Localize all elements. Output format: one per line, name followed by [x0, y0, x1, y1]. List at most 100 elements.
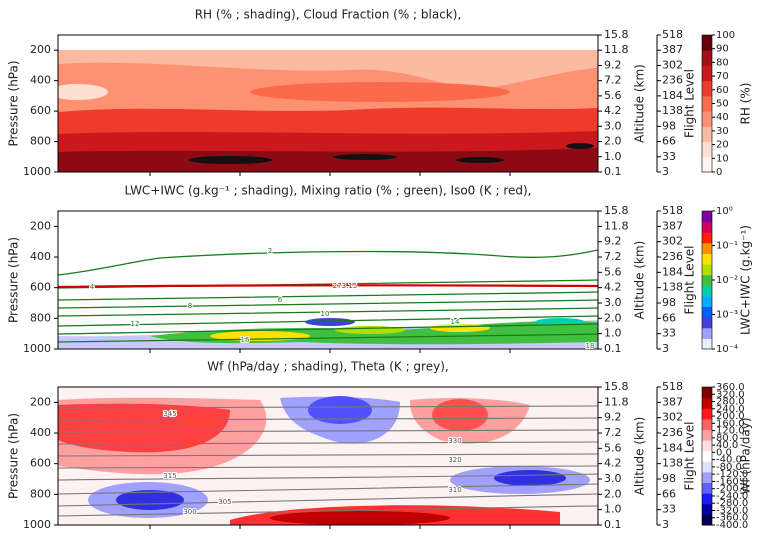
lwc-shading — [58, 211, 598, 349]
contour-label: 2 — [268, 247, 272, 255]
y3-tick-label: 518 — [662, 380, 683, 393]
y2-tick-label: 15.8 — [604, 204, 629, 217]
y2-tick-label: 5.6 — [604, 265, 622, 278]
y3-tick-label: 387 — [662, 43, 683, 56]
contour-label: 14 — [451, 318, 460, 326]
colorbar-tick-label: 10⁻² — [716, 275, 738, 286]
colorbar-swatch — [702, 221, 712, 233]
y3-tick-label: 387 — [662, 395, 683, 408]
colorbar-tick-label: 360.0 — [716, 382, 745, 393]
contour-label: 345 — [163, 410, 176, 418]
colorbar-swatch — [702, 111, 712, 127]
y3-tick-label: 138 — [662, 281, 683, 294]
y3-tick-label: 3 — [662, 518, 669, 531]
colorbar-swatch — [702, 317, 712, 329]
y3-axis-label: Flight Level — [683, 69, 697, 138]
plot-frame — [57, 210, 599, 350]
rh-shading — [58, 50, 598, 172]
y2-tick-label: 1.0 — [604, 150, 622, 163]
y3-axis-label: Flight Level — [683, 246, 697, 315]
y3-tick-label: 302 — [662, 235, 683, 248]
contour-label: 273.15 — [333, 282, 358, 290]
colorbar-swatch — [702, 295, 712, 308]
colorbar-swatch — [702, 50, 712, 66]
y3-tick-label: 184 — [662, 89, 683, 102]
y-tick-label: 600 — [30, 457, 51, 470]
y-tick-label: 400 — [30, 426, 51, 439]
y2-tick-label: 7.2 — [604, 426, 622, 439]
y3-tick-label: 518 — [662, 28, 683, 41]
y3-tick-label: 138 — [662, 104, 683, 117]
colorbar-label: RH (%) — [739, 83, 753, 125]
y2-tick-label: 9.2 — [604, 58, 622, 71]
contour-label: 10 — [321, 310, 330, 318]
y2-tick-label: 11.8 — [604, 395, 629, 408]
contour-label: 12 — [131, 320, 140, 328]
colorbar-tick-label: 80.0 — [716, 433, 738, 444]
contour-label: 4 — [90, 283, 95, 291]
colorbar-swatch — [702, 35, 712, 51]
y3-axis-label: Flight Level — [683, 422, 697, 491]
y3-tick-label: 98 — [662, 296, 676, 309]
y2-tick-label: 5.6 — [604, 89, 622, 102]
colorbar-tick-label: -360.0 — [716, 513, 748, 524]
colorbar-swatch — [702, 503, 712, 515]
colorbar-swatch — [702, 408, 712, 420]
contour-label: 320 — [448, 456, 461, 464]
colorbar-swatch — [702, 306, 712, 318]
contour-label: 305 — [218, 498, 231, 506]
colorbar-swatch — [702, 253, 712, 265]
y3-tick-label: 184 — [662, 441, 683, 454]
colorbar-tick-label: -240.0 — [716, 491, 748, 502]
colorbar-tick-label: -320.0 — [716, 505, 748, 516]
y-tick-label: 200 — [30, 43, 51, 56]
y2-tick-label: 4.2 — [604, 104, 622, 117]
colorbar-tick-label: 280.0 — [716, 397, 745, 408]
plot-frame — [57, 386, 599, 526]
colorbar-swatch — [702, 141, 712, 158]
y-tick-label: 400 — [30, 250, 51, 263]
y3-tick-label: 98 — [662, 472, 676, 485]
y-tick-label: 800 — [30, 487, 51, 500]
colorbar-swatch — [702, 397, 712, 409]
contour-label: 8 — [188, 302, 192, 310]
colorbar-tick-label: 120.0 — [716, 426, 745, 437]
colorbar-swatch — [702, 211, 712, 223]
colorbar-tick-label: -160.0 — [716, 476, 748, 487]
colorbar-tick-label: -120.0 — [716, 469, 748, 480]
colorbar-tick-label: 10⁻⁴ — [716, 344, 738, 355]
contour-label: 6 — [278, 296, 283, 304]
y2-tick-label: 7.2 — [604, 74, 622, 87]
colorbar-tick-label: 10⁻³ — [716, 310, 738, 321]
panel-title: Wf (hPa/day ; shading), Theta (K ; grey)… — [207, 360, 448, 374]
y3-tick-label: 236 — [662, 250, 683, 263]
colorbar-tick-label: 20 — [716, 140, 729, 151]
colorbar-tick-label: 70 — [716, 71, 729, 82]
y2-tick-label: 1.0 — [604, 327, 622, 340]
y3-tick-label: 387 — [662, 219, 683, 232]
y-tick-label: 200 — [30, 395, 51, 408]
colorbar-swatch — [702, 156, 712, 173]
y3-tick-label: 302 — [662, 58, 683, 71]
colorbar-swatch — [702, 338, 712, 350]
y3-tick-label: 66 — [662, 311, 676, 324]
colorbar-tick-label: -400.0 — [716, 520, 748, 531]
colorbar-swatch — [702, 242, 712, 254]
y-tick-label: 600 — [30, 281, 51, 294]
y2-axis-label: Altitude (km) — [633, 64, 647, 143]
y3-tick-label: 184 — [662, 265, 683, 278]
contour-label: 315 — [163, 472, 176, 480]
y2-tick-label: 15.8 — [604, 28, 629, 41]
y2-tick-label: 4.2 — [604, 457, 622, 470]
y3-tick-label: 236 — [662, 426, 683, 439]
y2-tick-label: 15.8 — [604, 380, 629, 393]
colorbar-tick-label: -80.0 — [716, 462, 742, 473]
y2-tick-label: 0.1 — [604, 342, 622, 355]
colorbar-tick-label: 30 — [716, 126, 729, 137]
colorbar-swatch — [702, 493, 712, 505]
y2-tick-label: 0.1 — [604, 518, 622, 531]
y2-tick-label: 4.2 — [604, 281, 622, 294]
colorbar-swatch — [702, 471, 712, 484]
y3-tick-label: 33 — [662, 327, 676, 340]
y-tick-label: 1000 — [23, 165, 51, 178]
